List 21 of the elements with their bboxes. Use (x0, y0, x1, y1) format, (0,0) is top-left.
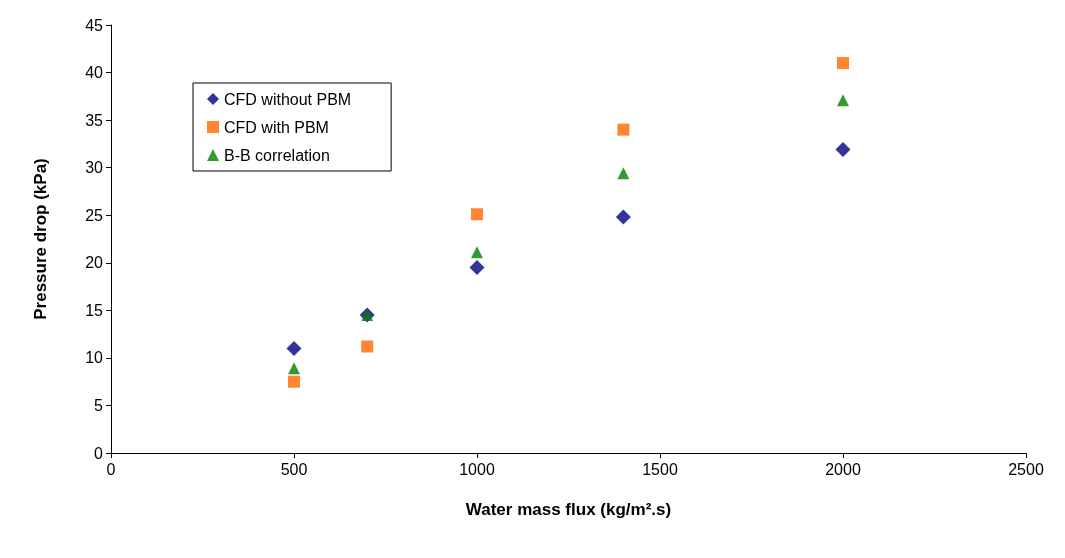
y-tick-label: 35 (85, 111, 104, 129)
x-tick-label: 0 (106, 460, 116, 478)
y-tick-label: 15 (85, 301, 104, 319)
y-tick-label: 30 (85, 159, 104, 177)
x-tick-label: 2500 (1008, 460, 1044, 478)
legend-label: CFD with PBM (224, 118, 329, 136)
x-tick-label: 1000 (459, 460, 495, 478)
legend-label: B-B correlation (224, 146, 330, 164)
y-tick-label: 45 (85, 16, 104, 34)
x-tick-label: 500 (280, 460, 308, 478)
x-tick-label: 2000 (825, 460, 861, 478)
y-tick-label: 25 (85, 206, 104, 224)
x-tick-label: 1500 (642, 460, 678, 478)
y-axis-title: Pressure drop (kPa) (31, 158, 50, 320)
y-tick-label: 5 (94, 396, 104, 414)
y-tick-label: 0 (94, 444, 104, 462)
x-axis-title: Water mass flux (kg/m².s) (465, 500, 672, 519)
legend-label: CFD without PBM (224, 90, 352, 108)
y-tick-label: 10 (85, 349, 104, 367)
y-tick-label: 20 (85, 254, 104, 272)
y-tick-label: 40 (85, 64, 104, 82)
